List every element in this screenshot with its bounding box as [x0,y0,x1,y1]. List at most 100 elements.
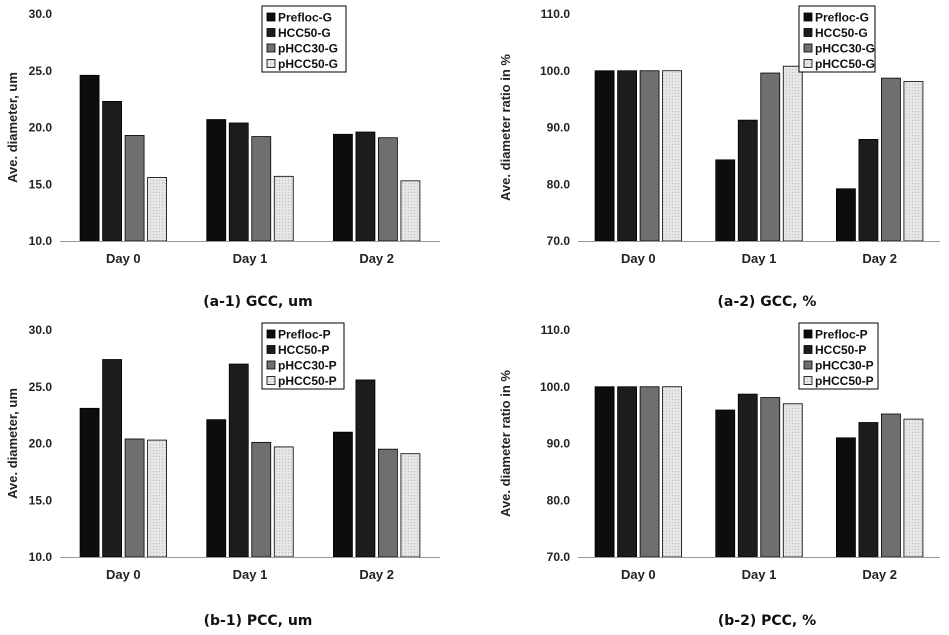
chart-caption: (b-1) PCC, um [204,613,313,629]
x-tick-label: Day 1 [233,567,268,582]
bar-phcc30-g-day2 [881,77,901,242]
x-tick-label: Day 1 [233,251,268,266]
y-tick-label: 15.0 [29,493,53,507]
y-tick-label: 30.0 [29,7,53,21]
y-tick-label: 25.0 [29,380,53,394]
chart-caption: (a-1) GCC, um [203,294,312,310]
bar-hcc50-g-day0 [102,100,122,242]
y-tick-label: 30.0 [29,323,53,337]
chart-panel-3: 10.0 15.0 20.0 25.0 30.0 Ave. diameter, um Day… [5,322,440,629]
legend-swatch [266,28,276,37]
bar-phcc50-g-day2 [903,81,924,242]
bar-phcc50-g-day0 [662,70,682,242]
legend-box [261,5,347,73]
bar-phcc30-p-day0 [639,386,660,558]
bar-prefloc-p-day0 [79,407,100,558]
legend-label: HCC50-G [278,26,331,40]
legend-label: pHCC50-P [278,374,337,388]
bar-hcc50-p-day2 [858,422,879,558]
x-tick-label: Day 1 [742,251,777,266]
bar-prefloc-g-day2 [333,133,353,242]
legend-label: HCC50-G [815,26,868,40]
bar-phcc30-p-day2 [378,448,398,558]
y-axis-label: Ave. diameter ratio in % [498,370,513,517]
legend-swatch [266,59,276,68]
bar-phcc30-p-day0 [124,438,145,558]
x-tick-label: Day 2 [862,251,897,266]
legend-label: HCC50-P [278,343,329,357]
x-tick-label: Day 2 [862,567,897,582]
bar-hcc50-g-day1 [737,119,758,242]
legend-label: pHCC50-G [815,57,875,71]
chart-panel-1: 10.0 15.0 20.0 25.0 30.0 Ave. diameter, um Day… [5,5,440,310]
bar-hcc50-g-day0 [617,70,637,242]
bar-hcc50-p-day0 [617,386,637,558]
bar-prefloc-g-day1 [206,119,227,242]
bar-phcc30-p-day1 [251,441,272,558]
y-tick-label: 70.0 [547,550,571,564]
legend-swatch [266,329,276,339]
legend-swatch [803,43,813,53]
bar-phcc30-g-day2 [378,137,398,242]
legend-swatch [803,360,813,370]
legend-swatch [266,12,276,22]
legend-label: pHCC50-G [278,57,338,71]
bar-hcc50-g-day2 [858,139,879,242]
y-tick-label: 10.0 [29,550,53,564]
y-tick-label: 80.0 [547,493,571,507]
y-tick-label: 15.0 [29,177,53,191]
bar-phcc30-g-day1 [760,72,781,242]
bar-hcc50-g-day1 [228,122,249,242]
chart-panel-2: 70.0 80.0 90.0 100.0 110.0 Ave. diameter rati… [498,5,940,310]
y-tick-label: 90.0 [547,121,571,135]
y-tick-label: 25.0 [29,64,53,78]
bar-prefloc-p-day1 [715,409,736,558]
x-tick-label: Day 2 [359,251,394,266]
bar-phcc30-g-day0 [124,135,145,242]
legend-swatch [266,376,276,385]
legend-label: Prefloc-P [815,328,868,342]
bar-phcc30-g-day0 [639,70,660,242]
bar-phcc50-g-day1 [273,175,294,242]
bar-phcc50-p-day0 [147,439,167,558]
bar-phcc30-g-day1 [251,136,272,242]
legend-label: pHCC30-P [815,359,874,373]
bar-phcc50-p-day1 [273,446,294,558]
y-tick-label: 80.0 [547,177,571,191]
legend-swatch [266,43,276,53]
legend-swatch [266,360,276,370]
legend-label: Prefloc-G [815,11,869,25]
legend-swatch [803,345,813,354]
x-tick-label: Day 0 [621,251,656,266]
bar-phcc30-p-day2 [881,413,901,558]
y-axis-label: Ave. diameter, um [5,72,20,183]
bar-phcc50-p-day2 [400,453,421,558]
bar-phcc30-p-day1 [760,397,781,558]
legend-label: HCC50-P [815,343,866,357]
bar-prefloc-p-day0 [594,386,615,558]
legend-swatch [803,59,813,68]
legend-label: pHCC30-P [278,359,337,373]
y-tick-label: 20.0 [29,121,53,135]
bar-prefloc-g-day2 [836,188,856,242]
chart-caption: (b-2) PCC, % [718,613,816,629]
legend-swatch [803,12,813,22]
y-tick-label: 20.0 [29,437,53,451]
legend-label: Prefloc-G [278,11,332,25]
x-tick-label: Day 0 [106,251,141,266]
bar-phcc50-p-day2 [903,418,924,558]
y-tick-label: 110.0 [541,323,571,337]
legend-box [261,322,345,390]
legend-label: pHCC30-G [815,42,875,56]
bar-phcc50-p-day1 [782,403,803,558]
x-tick-label: Day 1 [742,567,777,582]
bar-hcc50-p-day0 [102,359,122,558]
bar-hcc50-p-day1 [228,363,249,558]
y-tick-label: 90.0 [547,437,571,451]
bar-phcc50-g-day0 [147,177,167,242]
bar-hcc50-p-day1 [737,393,758,558]
x-tick-label: Day 0 [621,567,656,582]
